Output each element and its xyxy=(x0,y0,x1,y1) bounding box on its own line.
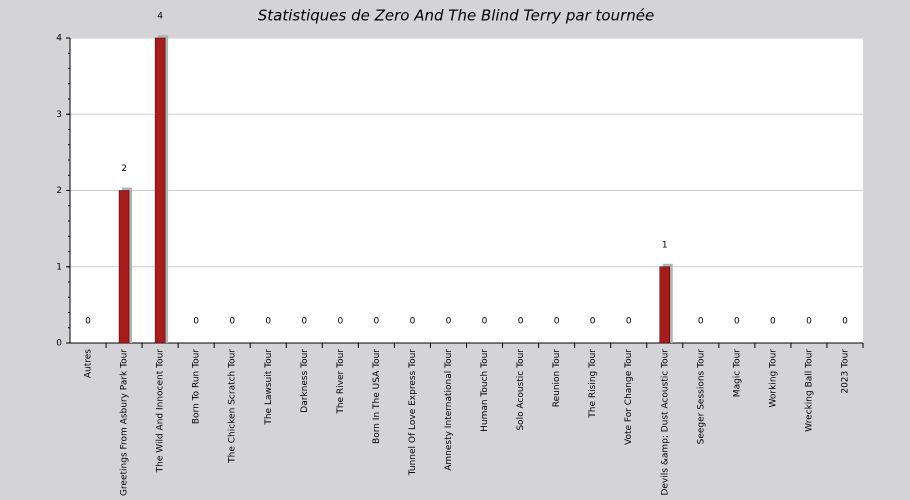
y-tick-label: 0 xyxy=(56,339,62,349)
data-label: 0 xyxy=(229,317,235,327)
x-tick-label: Tunnel Of Love Express Tour xyxy=(408,349,418,477)
x-tick-label: The Lawsuit Tour xyxy=(264,349,274,426)
bar xyxy=(154,37,166,344)
data-label: 0 xyxy=(626,317,632,327)
x-tick-label: Darkness Tour xyxy=(300,349,310,413)
data-label: 0 xyxy=(698,317,704,327)
data-label: 0 xyxy=(265,317,271,327)
x-tick-label: Devils &amp; Dust Acoustic Tour xyxy=(660,349,670,496)
x-tick-label: Vote For Change Tour xyxy=(624,349,634,445)
x-tick-label: Autres xyxy=(84,349,94,378)
x-tick-label: Greetings From Asbury Park Tour xyxy=(120,349,130,496)
data-label: 0 xyxy=(85,317,91,327)
data-label: 0 xyxy=(806,317,812,327)
chart-title: Statistiques de Zero And The Blind Terry… xyxy=(258,7,655,25)
x-tick-label: The Wild And Innocent Tour xyxy=(156,349,166,474)
data-label: 4 xyxy=(157,12,163,22)
y-tick-label: 1 xyxy=(56,262,62,272)
data-label: 0 xyxy=(518,317,524,327)
x-tick-label: Seeger Sessions Tour xyxy=(696,349,706,445)
x-tick-label: Working Tour xyxy=(768,349,778,408)
x-tick-label: Amnesty International Tour xyxy=(444,349,454,471)
x-tick-label: The Rising Tour xyxy=(588,349,598,419)
y-tick-label: 2 xyxy=(56,186,62,196)
x-tick-label: The River Tour xyxy=(336,349,346,415)
x-tick-label: Magic Tour xyxy=(732,349,742,397)
x-tick-label: Reunion Tour xyxy=(552,349,562,408)
data-label: 2 xyxy=(121,164,127,174)
y-tick-label: 3 xyxy=(56,110,62,120)
x-tick-label: Human Touch Tour xyxy=(480,349,490,432)
data-label: 0 xyxy=(770,317,776,327)
data-label: 0 xyxy=(554,317,560,327)
data-label: 0 xyxy=(590,317,596,327)
data-label: 0 xyxy=(446,317,452,327)
x-tick-label: Born In The USA Tour xyxy=(372,349,382,444)
bar xyxy=(118,190,130,344)
y-tick-label: 4 xyxy=(56,34,62,44)
x-tick-label: Born To Run Tour xyxy=(192,349,202,424)
data-label: 0 xyxy=(337,317,343,327)
data-label: 0 xyxy=(410,317,416,327)
data-label: 0 xyxy=(193,317,199,327)
x-tick-label: The Chicken Scratch Tour xyxy=(228,349,238,464)
x-tick-label: Solo Acoustic Tour xyxy=(516,349,526,431)
data-label: 0 xyxy=(482,317,488,327)
x-tick-label: 2023 Tour xyxy=(840,349,850,394)
data-label: 0 xyxy=(301,317,307,327)
x-tick-label: Wrecking Ball Tour xyxy=(804,349,814,432)
data-label: 0 xyxy=(734,317,740,327)
data-label: 1 xyxy=(662,240,668,250)
bar xyxy=(659,266,670,344)
data-label: 0 xyxy=(842,317,848,327)
data-label: 0 xyxy=(374,317,380,327)
